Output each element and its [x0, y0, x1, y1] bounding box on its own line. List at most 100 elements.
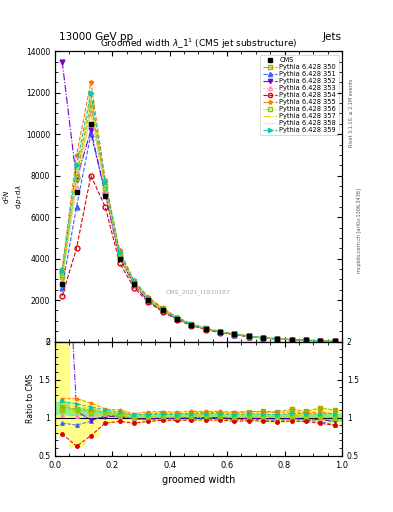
Pythia 6.428 354	[88, 173, 93, 179]
Pythia 6.428 351	[74, 204, 79, 210]
Line: Pythia 6.428 356: Pythia 6.428 356	[60, 107, 337, 344]
Pythia 6.428 354	[246, 333, 251, 339]
Pythia 6.428 351	[275, 336, 280, 342]
CMS	[218, 329, 222, 335]
Pythia 6.428 353	[160, 307, 165, 313]
Pythia 6.428 352	[174, 316, 179, 322]
Pythia 6.428 357	[218, 329, 222, 335]
Pythia 6.428 359	[232, 331, 237, 337]
Pythia 6.428 353	[289, 336, 294, 343]
CMS	[275, 336, 280, 342]
Text: 13000 GeV pp: 13000 GeV pp	[59, 32, 133, 42]
Pythia 6.428 355	[318, 337, 323, 344]
Pythia 6.428 353	[218, 329, 222, 335]
Pythia 6.428 355	[60, 266, 64, 272]
Pythia 6.428 356	[74, 175, 79, 181]
Pythia 6.428 358	[132, 281, 136, 287]
Pythia 6.428 352	[103, 191, 108, 198]
Pythia 6.428 354	[218, 330, 222, 336]
Pythia 6.428 357	[160, 306, 165, 312]
CMS	[132, 281, 136, 287]
Pythia 6.428 352	[88, 127, 93, 133]
Pythia 6.428 356	[232, 331, 237, 337]
Pythia 6.428 359	[103, 179, 108, 185]
Pythia 6.428 353	[203, 326, 208, 332]
Pythia 6.428 354	[289, 337, 294, 343]
Pythia 6.428 351	[103, 189, 108, 195]
Pythia 6.428 358	[203, 326, 208, 332]
Pythia 6.428 359	[174, 315, 179, 321]
Pythia 6.428 358	[117, 253, 122, 259]
Pythia 6.428 359	[289, 336, 294, 343]
CMS	[332, 338, 337, 344]
Pythia 6.428 351	[117, 253, 122, 260]
Line: Pythia 6.428 355: Pythia 6.428 355	[60, 80, 337, 344]
Pythia 6.428 355	[117, 247, 122, 253]
Pythia 6.428 358	[103, 186, 108, 192]
Y-axis label: $\mathrm{d}^2N$
$\mathrm{d}\,p_T\,\mathrm{d}\,\lambda$: $\mathrm{d}^2N$ $\mathrm{d}\,p_T\,\mathr…	[2, 184, 24, 209]
Pythia 6.428 351	[203, 326, 208, 332]
Pythia 6.428 356	[103, 185, 108, 191]
X-axis label: groomed width: groomed width	[162, 475, 235, 485]
Pythia 6.428 356	[261, 335, 265, 341]
Pythia 6.428 352	[218, 329, 222, 335]
Pythia 6.428 356	[246, 333, 251, 339]
Pythia 6.428 356	[88, 106, 93, 112]
Pythia 6.428 350	[246, 333, 251, 339]
CMS	[146, 297, 151, 303]
Pythia 6.428 354	[160, 308, 165, 314]
Pythia 6.428 354	[275, 336, 280, 342]
Pythia 6.428 357	[332, 338, 337, 344]
Pythia 6.428 354	[189, 323, 194, 329]
Pythia 6.428 354	[318, 338, 323, 344]
Pythia 6.428 351	[261, 335, 265, 341]
Pythia 6.428 355	[332, 338, 337, 344]
Pythia 6.428 355	[261, 334, 265, 340]
CMS	[232, 331, 237, 337]
CMS	[160, 307, 165, 313]
Pythia 6.428 359	[117, 249, 122, 255]
Pythia 6.428 356	[332, 338, 337, 344]
Pythia 6.428 350	[60, 272, 64, 279]
Pythia 6.428 357	[146, 296, 151, 302]
Pythia 6.428 358	[289, 336, 294, 343]
CMS	[189, 322, 194, 328]
Pythia 6.428 355	[246, 333, 251, 339]
Pythia 6.428 358	[88, 111, 93, 117]
Pythia 6.428 356	[60, 274, 64, 281]
Pythia 6.428 354	[261, 335, 265, 341]
Pythia 6.428 353	[232, 331, 237, 337]
Pythia 6.428 356	[203, 326, 208, 332]
Pythia 6.428 350	[146, 295, 151, 301]
Pythia 6.428 354	[203, 327, 208, 333]
Pythia 6.428 352	[289, 337, 294, 343]
Pythia 6.428 358	[275, 336, 280, 342]
Pythia 6.428 358	[60, 276, 64, 283]
Pythia 6.428 357	[189, 321, 194, 327]
Pythia 6.428 357	[318, 337, 323, 344]
Pythia 6.428 358	[246, 333, 251, 339]
CMS	[103, 194, 108, 200]
Pythia 6.428 353	[146, 297, 151, 303]
Pythia 6.428 354	[174, 316, 179, 323]
Pythia 6.428 351	[218, 329, 222, 335]
Pythia 6.428 351	[289, 337, 294, 343]
CMS	[318, 338, 323, 344]
Line: Pythia 6.428 357: Pythia 6.428 357	[62, 97, 335, 341]
Pythia 6.428 359	[132, 279, 136, 285]
Pythia 6.428 353	[103, 187, 108, 193]
Pythia 6.428 358	[160, 307, 165, 313]
Pythia 6.428 351	[304, 337, 309, 344]
Pythia 6.428 355	[146, 294, 151, 300]
Pythia 6.428 353	[132, 281, 136, 287]
Pythia 6.428 350	[304, 337, 309, 344]
Pythia 6.428 354	[304, 337, 309, 344]
CMS	[261, 335, 265, 341]
Pythia 6.428 359	[332, 338, 337, 344]
Pythia 6.428 359	[160, 306, 165, 312]
Text: CMS_2021_I1920187: CMS_2021_I1920187	[166, 289, 231, 295]
Pythia 6.428 350	[88, 100, 93, 106]
Pythia 6.428 351	[132, 282, 136, 288]
Pythia 6.428 359	[74, 162, 79, 168]
Pythia 6.428 350	[160, 305, 165, 311]
